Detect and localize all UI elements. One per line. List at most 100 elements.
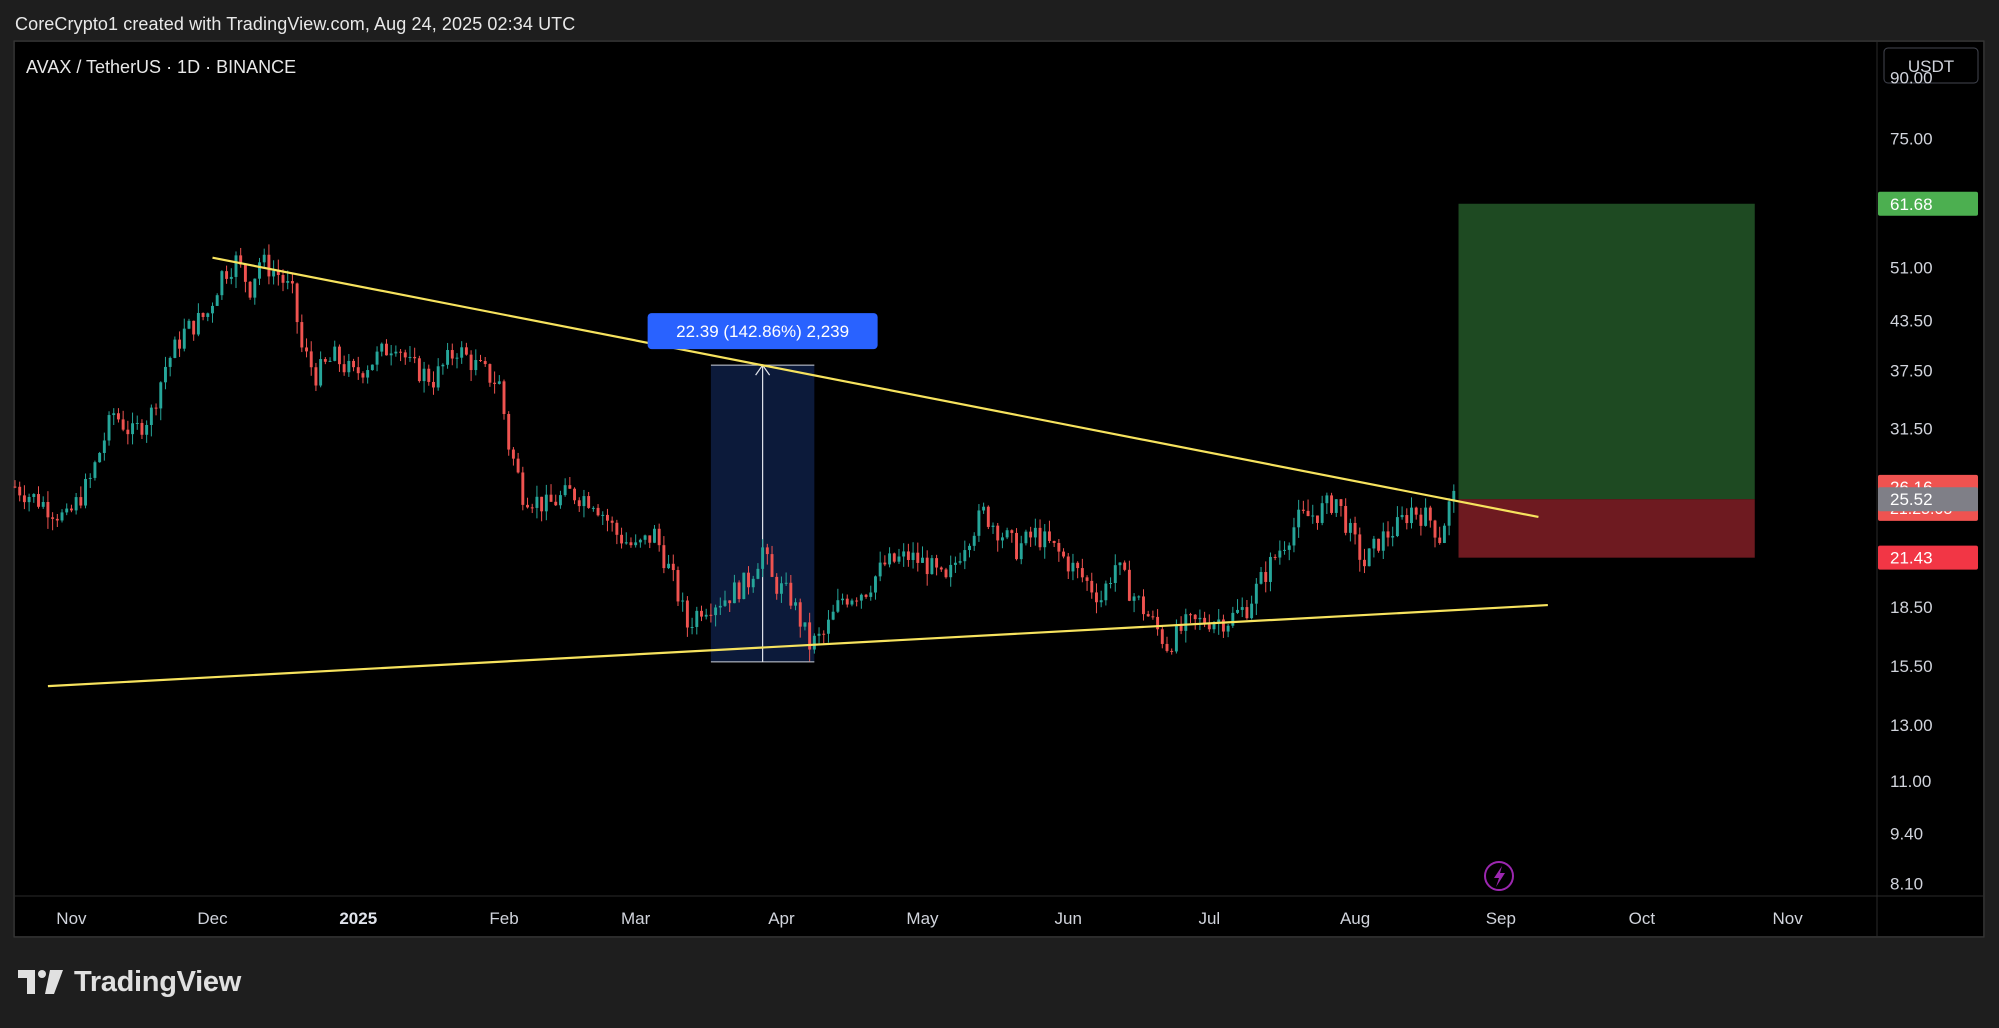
candle-body bbox=[671, 563, 675, 571]
candle-body bbox=[822, 633, 826, 635]
candle-body bbox=[460, 347, 464, 358]
candle-body bbox=[469, 354, 473, 371]
candle-body bbox=[1297, 509, 1301, 528]
candle-body bbox=[972, 535, 976, 546]
candle-body bbox=[963, 550, 967, 562]
price-label-21.43-box bbox=[1878, 545, 1978, 570]
candle-body bbox=[747, 572, 750, 588]
candle-body bbox=[243, 264, 247, 282]
candle-body bbox=[474, 360, 478, 371]
candle-body bbox=[488, 364, 492, 383]
candle-body bbox=[751, 578, 755, 588]
candle-body bbox=[709, 614, 713, 616]
candle-body bbox=[93, 462, 97, 478]
candle-body bbox=[1442, 525, 1446, 543]
candle-body bbox=[855, 600, 859, 602]
candle-body bbox=[1212, 623, 1216, 630]
tradingview-logo[interactable]: TradingView bbox=[18, 962, 241, 1002]
candle-body bbox=[1015, 532, 1018, 560]
candle-body bbox=[145, 424, 149, 435]
candle-body bbox=[446, 350, 450, 365]
candle-body bbox=[676, 570, 680, 602]
candle-body bbox=[526, 504, 529, 508]
candle-body bbox=[1062, 551, 1066, 557]
candle-body bbox=[742, 572, 746, 600]
candle-body bbox=[826, 619, 830, 634]
candle-body bbox=[168, 357, 172, 367]
candle-body bbox=[1033, 527, 1037, 538]
candle-body bbox=[1024, 531, 1028, 544]
candle-body bbox=[657, 528, 661, 546]
currency-button[interactable] bbox=[1883, 47, 1979, 84]
candle-body bbox=[464, 347, 468, 355]
candle-body bbox=[878, 562, 882, 577]
candle-body bbox=[84, 478, 87, 506]
x-tick-label: Aug bbox=[1340, 909, 1370, 928]
candle-body bbox=[1052, 540, 1056, 543]
candle-body bbox=[728, 600, 732, 604]
candle-body bbox=[638, 539, 642, 543]
candle-body bbox=[695, 610, 699, 627]
candle-body bbox=[37, 494, 40, 507]
candle-body bbox=[1090, 580, 1094, 593]
candle-body bbox=[1151, 616, 1155, 618]
price-label-61.68-box bbox=[1878, 191, 1978, 216]
y-tick-label: 9.40 bbox=[1890, 825, 1923, 844]
candle-body bbox=[986, 506, 990, 527]
candle-body bbox=[215, 295, 219, 306]
candle-body bbox=[399, 351, 403, 353]
candle-body bbox=[812, 635, 816, 650]
candle-body bbox=[1386, 531, 1390, 538]
candle-body bbox=[634, 542, 638, 546]
candle-body bbox=[549, 494, 553, 502]
candle-body bbox=[342, 364, 346, 373]
candle-body bbox=[1428, 507, 1432, 521]
candle-body bbox=[1203, 617, 1207, 625]
candle-body bbox=[286, 281, 290, 283]
candle-body bbox=[281, 275, 285, 283]
candle-body bbox=[1330, 495, 1334, 513]
candle-body bbox=[737, 582, 741, 600]
y-tick-label: 18.50 bbox=[1890, 598, 1933, 617]
candle-body bbox=[1424, 507, 1428, 526]
candle-body bbox=[653, 528, 656, 543]
candle-body bbox=[51, 517, 55, 519]
candle-body bbox=[1320, 503, 1324, 523]
candle-body bbox=[563, 485, 567, 496]
candle-body bbox=[883, 562, 887, 565]
x-tick-label: May bbox=[906, 909, 939, 928]
time-axis[interactable] bbox=[15, 896, 1877, 936]
trendline-descending-resistance bbox=[212, 256, 1539, 519]
candle-body bbox=[535, 496, 539, 508]
candle-body bbox=[906, 551, 910, 560]
candle-body bbox=[361, 373, 365, 378]
candle-body bbox=[262, 254, 266, 263]
candle-body bbox=[1038, 527, 1042, 548]
candle-body bbox=[1066, 556, 1070, 572]
price-label-21.43: 21.43 bbox=[1890, 549, 1933, 568]
candle-body bbox=[1301, 509, 1305, 511]
lightning-icon[interactable] bbox=[1484, 861, 1514, 891]
y-tick-label: 8.10 bbox=[1890, 874, 1923, 893]
candle-body bbox=[13, 486, 17, 488]
candle-body bbox=[370, 364, 374, 371]
candle-body bbox=[1193, 614, 1197, 620]
candle-body bbox=[479, 360, 482, 362]
candle-body bbox=[643, 535, 647, 540]
loss-zone bbox=[1458, 499, 1755, 558]
candle-body bbox=[65, 508, 69, 513]
candle-body bbox=[756, 568, 760, 579]
candle-body bbox=[859, 594, 863, 601]
candle-body bbox=[46, 502, 50, 518]
candle-body bbox=[798, 602, 802, 627]
candle-body bbox=[892, 553, 896, 562]
candle-body bbox=[337, 346, 341, 365]
candle-body bbox=[681, 600, 685, 602]
candle-body bbox=[1085, 577, 1089, 581]
candle-body bbox=[1080, 568, 1084, 578]
candle-body bbox=[930, 558, 934, 575]
candle-body bbox=[949, 564, 953, 578]
candle-body bbox=[1447, 501, 1451, 526]
candle-body bbox=[22, 495, 26, 503]
